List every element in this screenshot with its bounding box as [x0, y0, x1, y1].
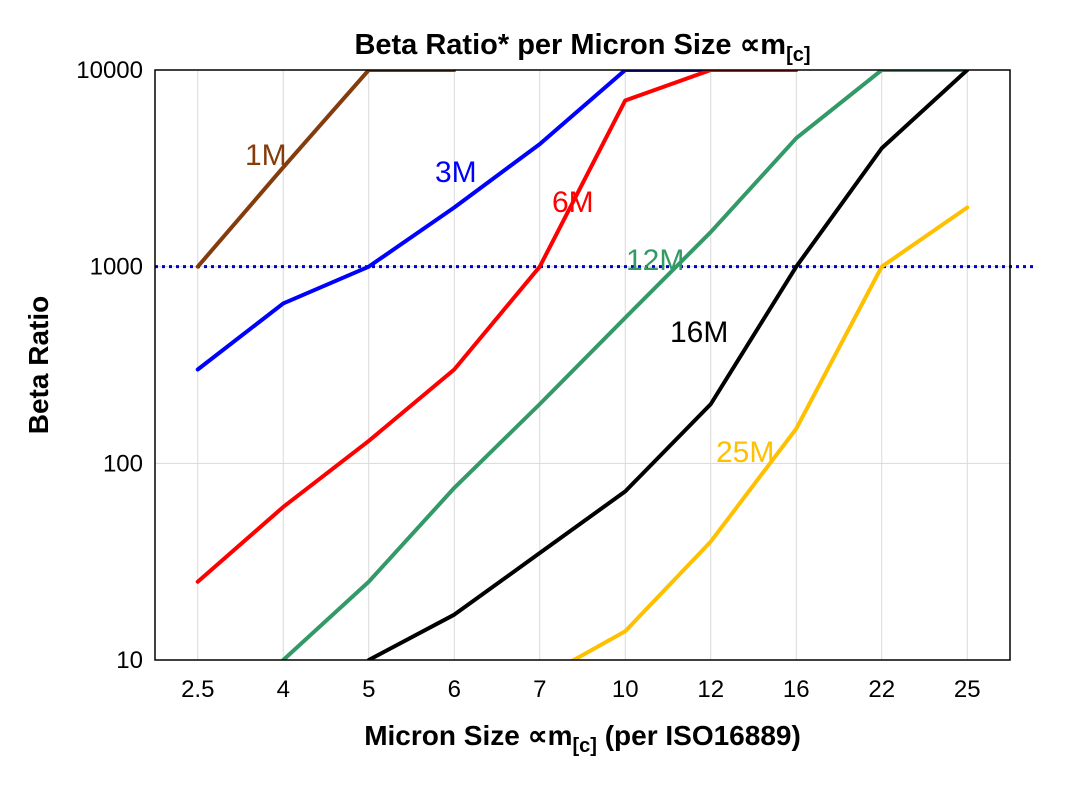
x-tick-label: 16 — [783, 676, 810, 703]
x-tick-label: 10 — [612, 676, 639, 703]
x-tick-label: 6 — [448, 676, 461, 703]
series-line-25M — [569, 205, 970, 660]
x-tick-label: 4 — [277, 676, 290, 703]
series-label-25M: 25M — [716, 436, 774, 469]
x-axis-label: Micron Size ∝m[c] (per ISO16889) — [364, 720, 801, 757]
series-line-3M — [195, 70, 713, 372]
series-label-12M: 12M — [626, 244, 684, 277]
series-group — [195, 70, 970, 660]
series-label-1M: 1M — [245, 139, 287, 172]
x-tick-label: 7 — [533, 676, 546, 703]
series-label-3M: 3M — [435, 156, 477, 189]
plot-border — [154, 69, 1011, 661]
x-tick-label: 12 — [697, 676, 724, 703]
y-tick-label: 10 — [116, 647, 143, 674]
x-tick-label: 22 — [868, 676, 895, 703]
series-line-12M — [281, 70, 970, 660]
y-tick-label: 100 — [103, 450, 143, 477]
x-tick-label: 5 — [362, 676, 375, 703]
series-line-6M — [195, 70, 799, 584]
y-axis-label: Beta Ratio — [23, 296, 54, 434]
series-line-1M — [195, 70, 457, 269]
x-tick-label: 25 — [954, 676, 981, 703]
x-tick-label: 2.5 — [181, 676, 214, 703]
y-tick-label: 1000 — [90, 254, 143, 281]
series-label-16M: 16M — [670, 316, 728, 349]
y-tick-label: 10000 — [76, 57, 143, 84]
series-line-16M — [366, 70, 970, 660]
series-label-6M: 6M — [552, 186, 594, 219]
chart-title: Beta Ratio* per Micron Size ∝m[c] — [354, 29, 810, 66]
